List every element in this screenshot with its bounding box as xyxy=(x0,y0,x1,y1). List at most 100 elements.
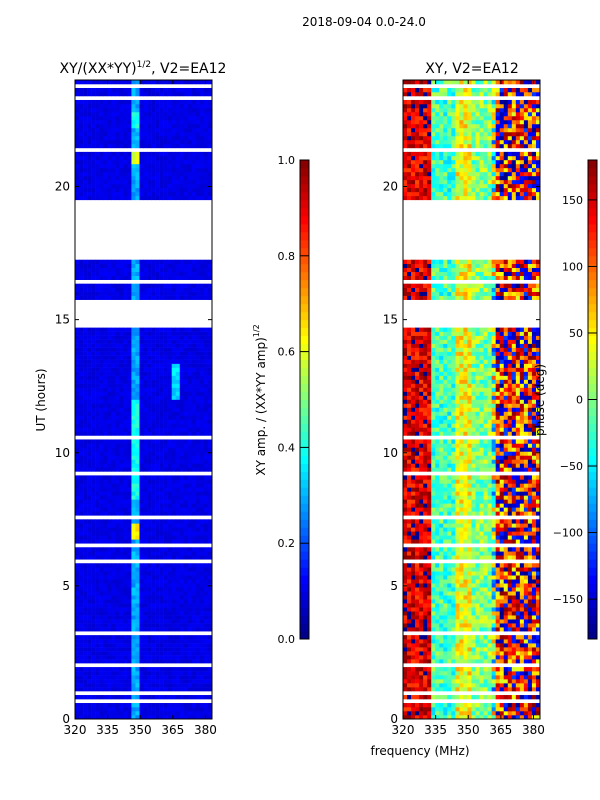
heatmap-cell xyxy=(515,647,521,652)
heatmap-cell xyxy=(131,107,136,113)
heatmap-cell xyxy=(143,135,148,141)
colorbar-segment xyxy=(300,583,309,592)
heatmap-cell xyxy=(415,667,420,672)
heatmap-cell xyxy=(135,403,140,408)
heatmap-cell xyxy=(107,191,112,197)
heatmap-cell xyxy=(183,383,189,388)
heatmap-cell xyxy=(111,635,116,640)
heatmap-cell xyxy=(191,675,197,680)
heatmap-cell xyxy=(75,379,80,384)
heatmap-cell xyxy=(111,651,116,656)
heatmap-cell xyxy=(151,91,156,97)
heatmap-cell xyxy=(115,371,120,376)
heatmap-cell xyxy=(127,191,132,197)
heatmap-cell xyxy=(139,667,144,672)
heatmap-cell xyxy=(111,395,116,400)
heatmap-cell xyxy=(87,283,92,288)
heatmap-cell xyxy=(139,535,144,540)
heatmap-cell xyxy=(127,447,132,452)
heatmap-cell xyxy=(183,259,189,265)
heatmap-cell xyxy=(143,479,148,484)
heatmap-cell xyxy=(123,639,128,644)
heatmap-cell xyxy=(103,80,108,85)
heatmap-cell xyxy=(179,295,185,300)
heatmap-cell xyxy=(159,259,164,265)
heatmap-cell xyxy=(111,419,116,424)
heatmap-cell xyxy=(87,643,92,648)
heatmap-cell xyxy=(159,499,164,504)
heatmap-cell xyxy=(111,111,116,117)
heatmap-cell xyxy=(127,155,132,161)
heatmap-cell xyxy=(91,355,96,360)
heatmap-cell xyxy=(115,355,120,360)
heatmap-cell xyxy=(159,491,164,496)
heatmap-cell xyxy=(171,123,177,129)
heatmap-cell xyxy=(87,479,92,484)
heatmap-cell xyxy=(179,611,185,616)
heatmap-cell xyxy=(131,367,136,372)
heatmap-cell xyxy=(427,643,432,648)
heatmap-cell xyxy=(175,131,181,137)
heatmap-cell xyxy=(155,643,160,648)
heatmap-cell xyxy=(191,451,197,456)
heatmap-cell xyxy=(175,363,181,368)
heatmap-cell xyxy=(443,627,448,632)
heatmap-cell xyxy=(403,687,408,692)
heatmap-cell xyxy=(143,399,148,404)
heatmap-cell xyxy=(91,511,96,516)
heatmap-cell xyxy=(163,647,168,652)
heatmap-cell xyxy=(423,715,428,720)
heatmap-cell xyxy=(139,151,144,157)
heatmap-cell xyxy=(499,695,505,700)
heatmap-cell xyxy=(75,479,80,484)
heatmap-cell xyxy=(135,683,140,688)
heatmap-cell xyxy=(91,343,96,348)
heatmap-cell xyxy=(135,195,140,201)
heatmap-cell xyxy=(79,107,84,113)
heatmap-cell xyxy=(471,659,476,664)
heatmap-cell xyxy=(183,487,189,492)
heatmap-cell xyxy=(511,635,517,640)
heatmap-cell xyxy=(103,355,108,360)
heatmap-cell xyxy=(103,271,108,276)
heatmap-cell xyxy=(83,395,88,400)
heatmap-cell xyxy=(111,427,116,432)
heatmap-cell xyxy=(111,547,116,552)
heatmap-cell xyxy=(511,643,517,648)
heatmap-cell xyxy=(179,675,185,680)
heatmap-cell xyxy=(159,327,164,332)
heatmap-cell xyxy=(119,175,124,181)
heatmap-cell xyxy=(135,535,140,540)
heatmap-cell xyxy=(135,395,140,400)
heatmap-cell xyxy=(167,563,173,568)
heatmap-cell xyxy=(475,643,480,648)
heatmap-cell xyxy=(151,427,156,432)
heatmap-cell xyxy=(503,715,509,720)
heatmap-cell xyxy=(411,703,416,708)
heatmap-cell xyxy=(183,575,189,580)
heatmap-cell xyxy=(203,427,209,432)
heatmap-cell xyxy=(143,587,148,592)
heatmap-cell xyxy=(199,491,205,496)
heatmap-cell xyxy=(155,451,160,456)
heatmap-cell xyxy=(139,415,144,420)
heatmap-cell xyxy=(83,499,88,504)
heatmap-cell xyxy=(75,711,80,716)
heatmap-cell xyxy=(135,451,140,456)
heatmap-cell xyxy=(195,447,201,452)
heatmap-cell xyxy=(167,451,173,456)
heatmap-cell xyxy=(179,151,185,157)
heatmap-cell xyxy=(75,639,80,644)
colorbar-tick-label: 0.6 xyxy=(278,346,296,359)
heatmap-cell xyxy=(79,655,84,660)
heatmap-cell xyxy=(103,327,108,332)
heatmap-cell xyxy=(163,407,168,412)
heatmap-cell xyxy=(99,371,104,376)
heatmap-cell xyxy=(195,579,201,584)
heatmap-cell xyxy=(183,527,189,532)
heatmap-cell xyxy=(91,503,96,508)
heatmap-cell xyxy=(511,695,517,700)
heatmap-cell xyxy=(135,419,140,424)
heatmap-cell xyxy=(127,383,132,388)
heatmap-cell xyxy=(191,335,197,340)
